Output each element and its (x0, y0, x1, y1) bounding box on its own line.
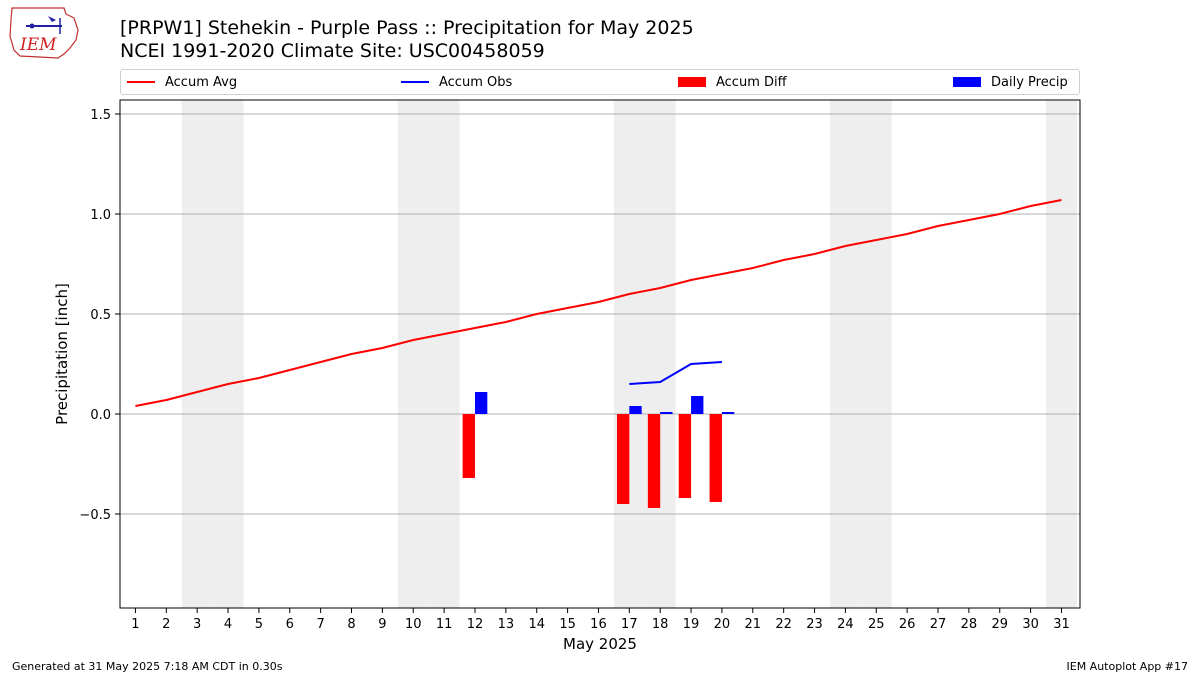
weekend-shade-day-31 (1046, 100, 1077, 608)
legend-label-accum-avg: Accum Avg (165, 74, 238, 90)
x-tick-label: 2 (162, 617, 170, 632)
x-tick-label: 13 (498, 617, 515, 632)
legend-item-daily-precip: Daily Precip (953, 70, 1068, 94)
x-tick-label: 11 (436, 617, 453, 632)
y-axis-label: Precipitation [inch] (53, 283, 71, 425)
x-tick-label: 28 (961, 617, 978, 632)
plot-frame (119, 99, 1081, 609)
x-tick-label: 20 (714, 617, 731, 632)
bar-series (462, 392, 735, 508)
x-tick-label: 24 (837, 617, 854, 632)
x-tick-label: 18 (652, 617, 669, 632)
x-tick-label: 5 (255, 617, 263, 632)
accum-diff-bar (616, 414, 630, 504)
y-gridlines (120, 113, 1080, 515)
legend-label-accum-diff: Accum Diff (716, 74, 787, 90)
x-tick-label: 15 (559, 617, 576, 632)
accum-diff-bar (462, 414, 475, 478)
svg-text:IEM: IEM (19, 35, 57, 55)
x-tick-label: 4 (224, 617, 232, 632)
legend-item-accum-avg: Accum Avg (127, 70, 237, 94)
x-tick-label: 22 (775, 617, 792, 632)
weekend-shade-day-25 (860, 100, 892, 608)
y-tick-label: −0.5 (79, 508, 111, 523)
accum-obs-line (629, 361, 722, 385)
weekend-shade-day-3 (181, 100, 213, 608)
legend-swatch-accum-avg (127, 81, 155, 83)
legend-label-daily-precip: Daily Precip (991, 74, 1068, 90)
x-tick-label: 31 (1053, 617, 1070, 632)
legend-swatch-daily-precip (953, 77, 981, 87)
x-tick-label: 26 (899, 617, 916, 632)
footer-app-text: IEM Autoplot App #17 (1066, 660, 1189, 673)
legend-swatch-accum-obs (401, 81, 429, 83)
accum-avg-line (135, 199, 1062, 407)
x-tick-label: 21 (745, 617, 762, 632)
x-tick-label: 23 (806, 617, 823, 632)
weekend-shading (181, 100, 1077, 608)
weekend-shade-day-24 (829, 100, 861, 608)
y-axis: −0.5 0.0 0.5 1.0 1.5 (79, 108, 120, 523)
legend-item-accum-obs: Accum Obs (401, 70, 512, 94)
x-tick-label: 3 (193, 617, 201, 632)
footer-generated-text: Generated at 31 May 2025 7:18 AM CDT in … (12, 660, 283, 673)
y-tick-label: 0.0 (90, 408, 111, 423)
x-tick-label: 25 (868, 617, 885, 632)
legend-swatch-accum-diff (678, 77, 706, 87)
x-tick-label: 12 (467, 617, 484, 632)
x-tick-label: 30 (1022, 617, 1039, 632)
accum-diff-bar (709, 414, 722, 502)
x-tick-label: 19 (683, 617, 700, 632)
x-tick-label: 10 (405, 617, 422, 632)
weekend-shade-day-17 (613, 100, 645, 608)
daily-precip-bar (474, 392, 488, 414)
x-tick-label: 1 (131, 617, 139, 632)
x-tick-label: 27 (930, 617, 947, 632)
daily-precip-bar (691, 396, 704, 414)
x-tick-label: 16 (590, 617, 607, 632)
line-series (135, 199, 1062, 407)
x-axis-label: May 2025 (563, 635, 637, 653)
x-tick-label: 29 (991, 617, 1008, 632)
x-tick-label: 6 (286, 617, 294, 632)
weekend-shade-day-10 (397, 100, 429, 608)
chart-legend: Accum Avg Accum Obs Accum Diff Daily Pre… (120, 69, 1080, 95)
y-tick-label: 1.5 (90, 108, 111, 123)
y-tick-label: 0.5 (90, 308, 111, 323)
accum-diff-bar (678, 414, 692, 498)
weekend-shade-day-18 (644, 100, 676, 608)
x-tick-label: 7 (317, 617, 325, 632)
accum-diff-bar (647, 414, 661, 508)
y-tick-label: 1.0 (90, 208, 111, 223)
daily-precip-bar (660, 412, 673, 414)
legend-label-accum-obs: Accum Obs (439, 74, 513, 90)
iem-logo: IEM (9, 7, 79, 59)
chart-title: [PRPW1] Stehekin - Purple Pass :: Precip… (120, 17, 694, 39)
daily-precip-bar (721, 412, 735, 414)
x-tick-label: 8 (347, 617, 355, 632)
x-tick-label: 14 (528, 617, 545, 632)
x-tick-label: 9 (378, 617, 386, 632)
weekend-shade-day-11 (428, 100, 460, 608)
chart-subtitle: NCEI 1991-2020 Climate Site: USC00458059 (120, 40, 545, 62)
weekend-shade-day-4 (212, 100, 244, 608)
x-axis: 1 2 3 4 5 6 7 8 9 10 11 12 13 14 15 16 17 18 19 20 21 22 23 24 2… (131, 608, 1070, 632)
x-tick-label: 17 (621, 617, 638, 632)
daily-precip-bar (629, 406, 642, 414)
legend-item-accum-diff: Accum Diff (678, 70, 787, 94)
